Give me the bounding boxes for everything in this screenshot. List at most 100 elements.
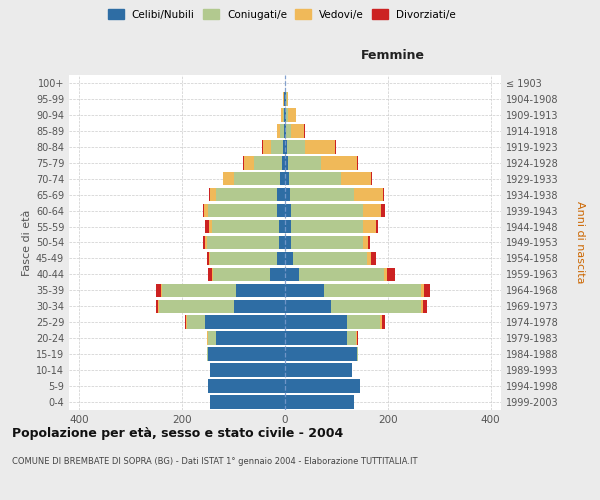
Bar: [213, 268, 269, 281]
Bar: [355, 188, 383, 202]
Bar: [383, 188, 384, 202]
Bar: [269, 268, 285, 281]
Bar: [285, 395, 355, 409]
Bar: [280, 124, 284, 138]
Bar: [158, 300, 159, 313]
Bar: [285, 172, 289, 186]
Bar: [381, 204, 385, 218]
Bar: [285, 188, 290, 202]
Bar: [280, 172, 285, 186]
Bar: [233, 172, 280, 186]
Bar: [279, 220, 285, 234]
Bar: [299, 268, 384, 281]
Bar: [281, 108, 283, 122]
Y-axis label: Anni di nascita: Anni di nascita: [575, 201, 585, 284]
Bar: [382, 316, 385, 329]
Bar: [285, 316, 347, 329]
Bar: [277, 204, 285, 218]
Bar: [286, 124, 291, 138]
Bar: [186, 316, 187, 329]
Bar: [357, 332, 358, 345]
Bar: [283, 156, 285, 170]
Bar: [363, 204, 381, 218]
Bar: [371, 172, 373, 186]
Bar: [286, 108, 288, 122]
Bar: [285, 236, 291, 250]
Bar: [380, 316, 382, 329]
Bar: [208, 332, 215, 345]
Bar: [156, 300, 158, 313]
Bar: [347, 332, 356, 345]
Bar: [371, 252, 376, 265]
Bar: [279, 236, 285, 250]
Bar: [283, 140, 285, 153]
Bar: [357, 156, 358, 170]
Bar: [291, 124, 304, 138]
Bar: [203, 236, 205, 250]
Bar: [208, 204, 277, 218]
Bar: [207, 236, 279, 250]
Bar: [205, 220, 209, 234]
Bar: [368, 236, 370, 250]
Bar: [286, 92, 287, 106]
Bar: [321, 156, 357, 170]
Bar: [285, 300, 331, 313]
Bar: [187, 316, 205, 329]
Bar: [212, 220, 279, 234]
Bar: [223, 172, 233, 186]
Bar: [185, 316, 186, 329]
Bar: [205, 236, 207, 250]
Bar: [211, 364, 285, 377]
Y-axis label: Fasce di età: Fasce di età: [22, 210, 32, 276]
Bar: [205, 316, 285, 329]
Bar: [208, 252, 209, 265]
Bar: [215, 188, 277, 202]
Bar: [293, 252, 367, 265]
Bar: [291, 220, 363, 234]
Bar: [287, 140, 305, 153]
Text: Femmine: Femmine: [361, 48, 425, 62]
Bar: [285, 156, 287, 170]
Bar: [287, 156, 321, 170]
Bar: [157, 284, 161, 297]
Bar: [384, 268, 387, 281]
Bar: [212, 268, 213, 281]
Bar: [159, 300, 233, 313]
Bar: [285, 124, 286, 138]
Bar: [211, 252, 277, 265]
Bar: [271, 140, 283, 153]
Bar: [285, 140, 287, 153]
Bar: [304, 124, 305, 138]
Bar: [323, 284, 421, 297]
Bar: [285, 332, 347, 345]
Bar: [363, 236, 368, 250]
Bar: [331, 300, 421, 313]
Bar: [203, 204, 204, 218]
Bar: [208, 348, 285, 361]
Bar: [335, 140, 337, 153]
Bar: [291, 204, 363, 218]
Bar: [244, 156, 254, 170]
Bar: [288, 108, 296, 122]
Bar: [387, 268, 395, 281]
Bar: [285, 284, 323, 297]
Text: Popolazione per età, sesso e stato civile - 2004: Popolazione per età, sesso e stato civil…: [12, 428, 343, 440]
Bar: [356, 332, 357, 345]
Bar: [357, 348, 358, 361]
Bar: [424, 284, 430, 297]
Bar: [204, 204, 208, 218]
Bar: [305, 140, 335, 153]
Bar: [285, 364, 352, 377]
Bar: [285, 348, 357, 361]
Bar: [277, 188, 285, 202]
Bar: [367, 252, 371, 265]
Bar: [285, 204, 291, 218]
Bar: [421, 300, 424, 313]
Bar: [233, 300, 285, 313]
Bar: [291, 236, 363, 250]
Bar: [376, 220, 377, 234]
Bar: [284, 124, 285, 138]
Bar: [277, 252, 285, 265]
Bar: [285, 252, 293, 265]
Bar: [208, 380, 285, 393]
